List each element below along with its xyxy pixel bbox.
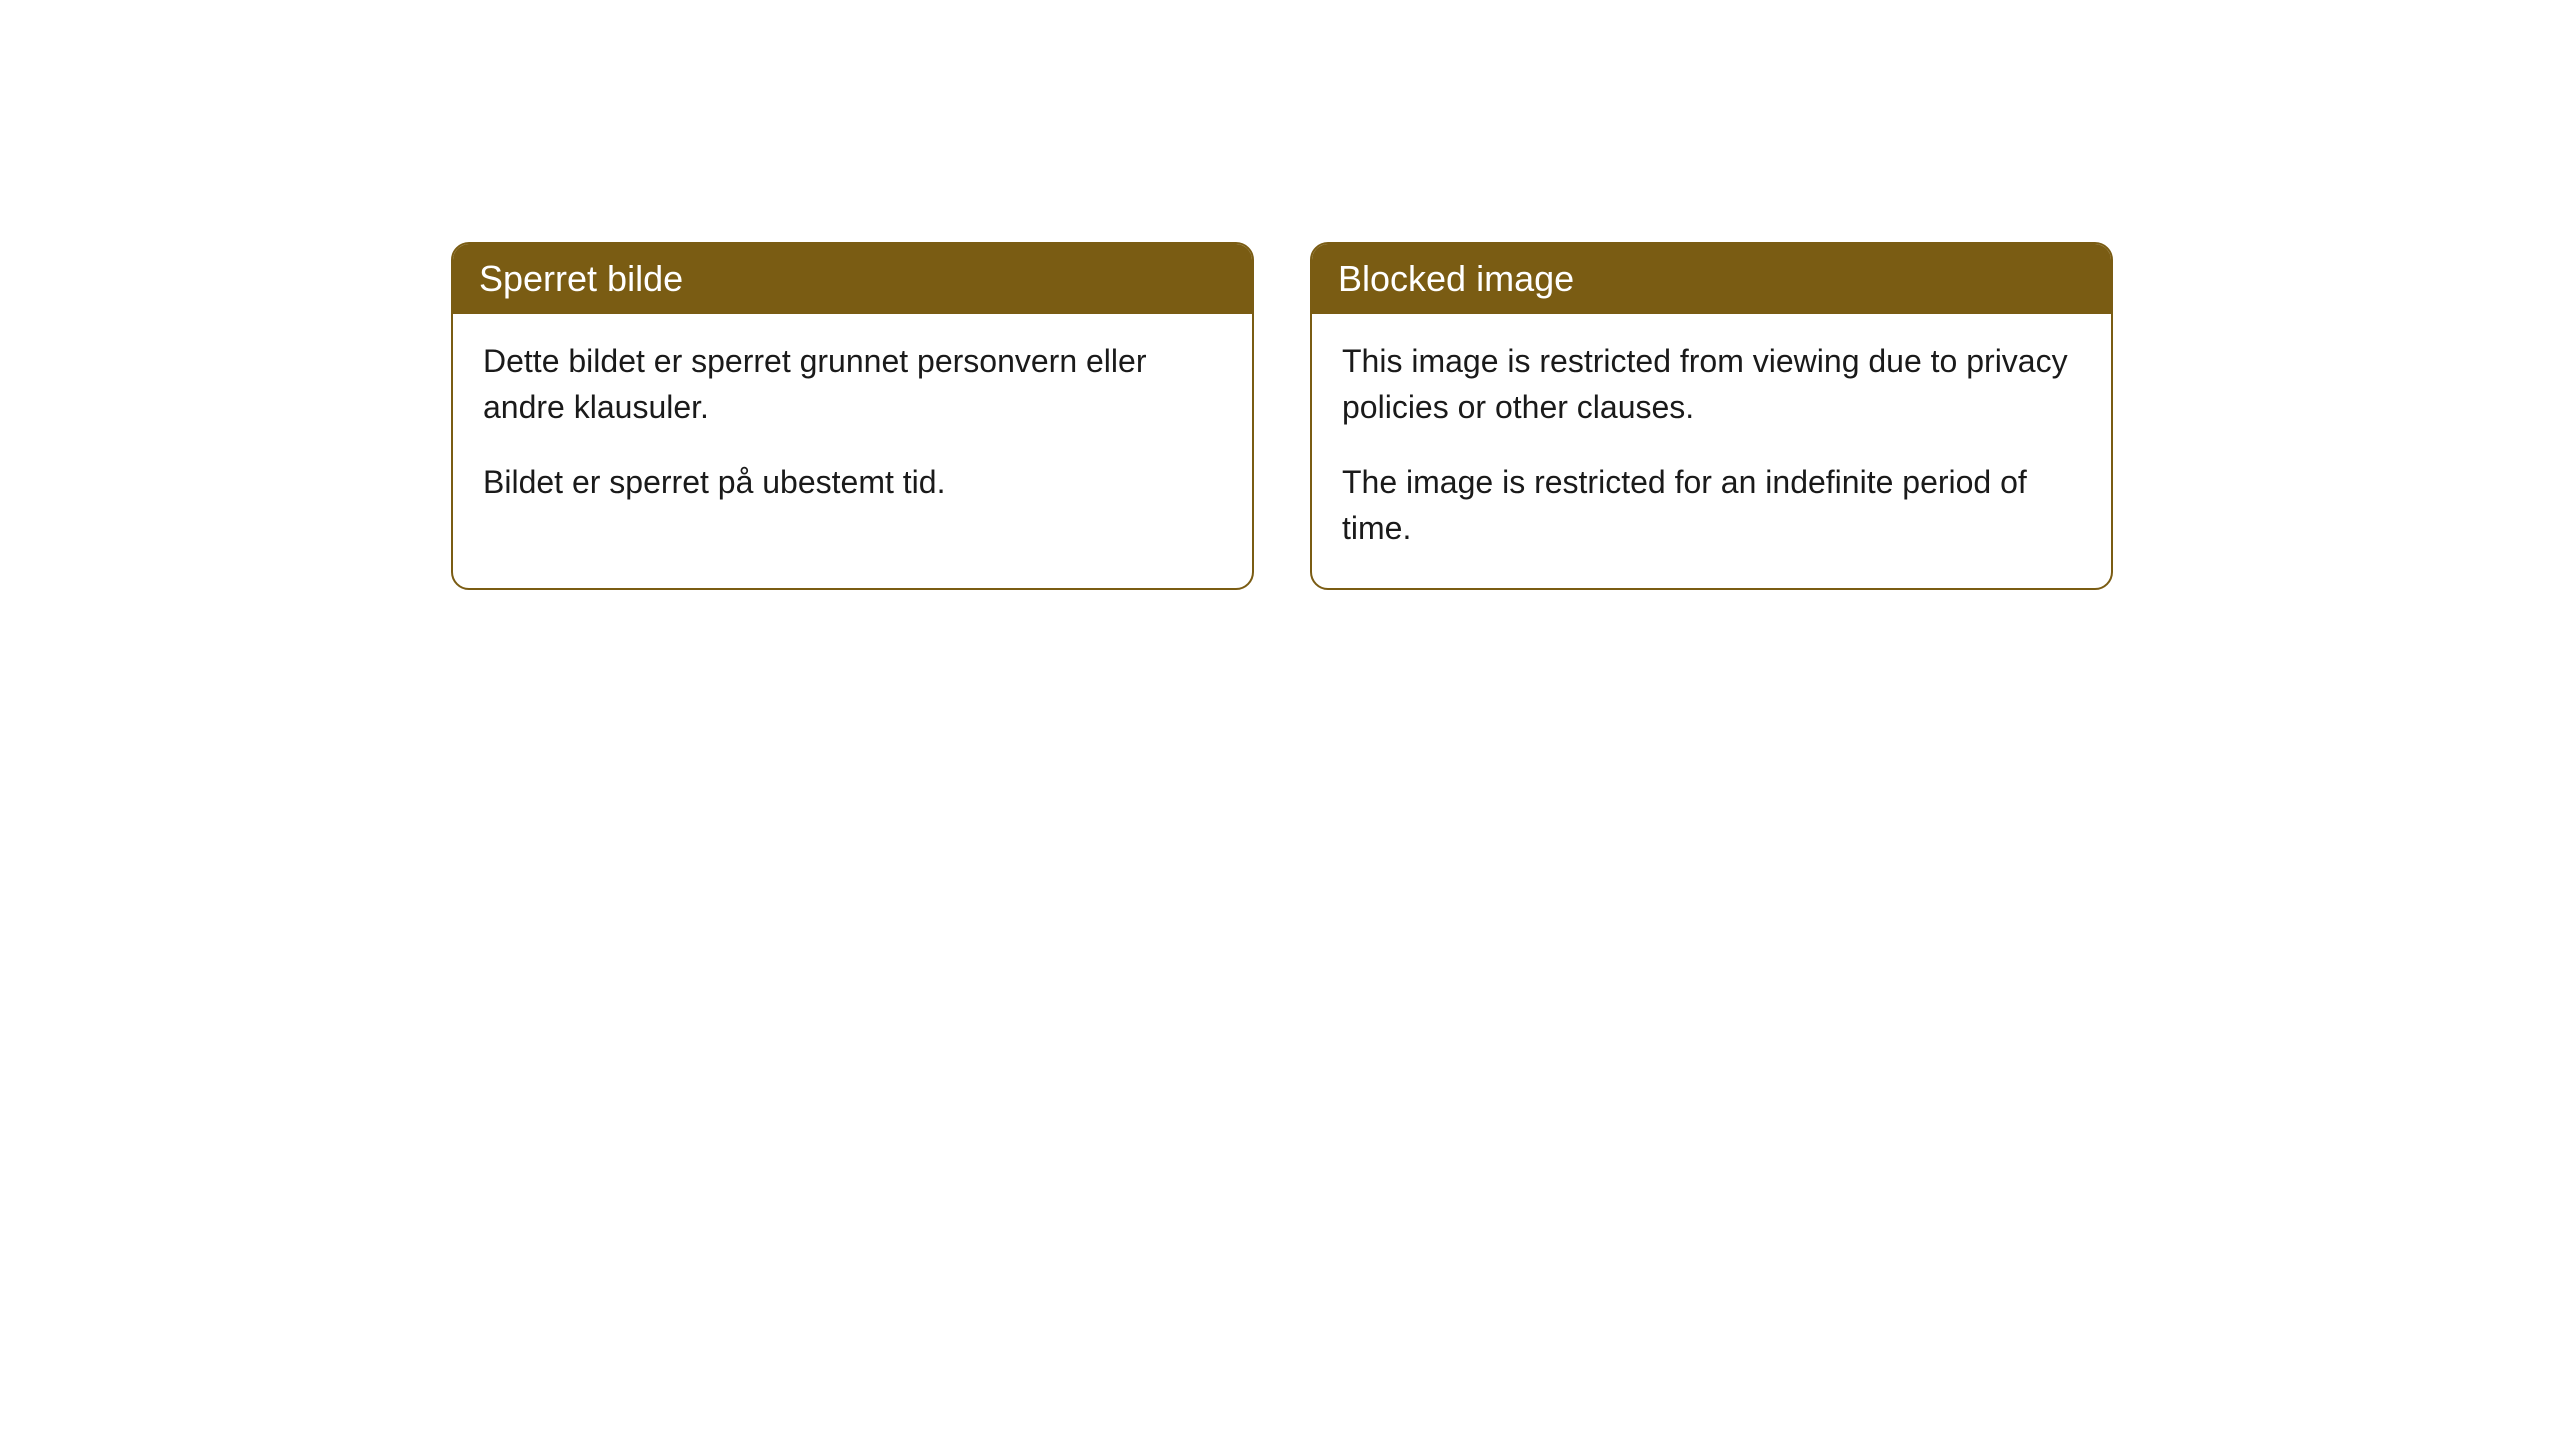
card-paragraph-1-english: This image is restricted from viewing du… xyxy=(1342,338,2081,431)
card-norwegian: Sperret bilde Dette bildet er sperret gr… xyxy=(451,242,1254,590)
card-title-norwegian: Sperret bilde xyxy=(479,258,683,299)
card-body-english: This image is restricted from viewing du… xyxy=(1312,314,2111,588)
blocked-image-cards: Sperret bilde Dette bildet er sperret gr… xyxy=(451,242,2113,590)
card-paragraph-2-english: The image is restricted for an indefinit… xyxy=(1342,459,2081,552)
card-paragraph-2-norwegian: Bildet er sperret på ubestemt tid. xyxy=(483,459,1222,505)
card-body-norwegian: Dette bildet er sperret grunnet personve… xyxy=(453,314,1252,541)
card-paragraph-1-norwegian: Dette bildet er sperret grunnet personve… xyxy=(483,338,1222,431)
card-header-english: Blocked image xyxy=(1312,244,2111,314)
card-english: Blocked image This image is restricted f… xyxy=(1310,242,2113,590)
card-title-english: Blocked image xyxy=(1338,258,1574,299)
card-header-norwegian: Sperret bilde xyxy=(453,244,1252,314)
